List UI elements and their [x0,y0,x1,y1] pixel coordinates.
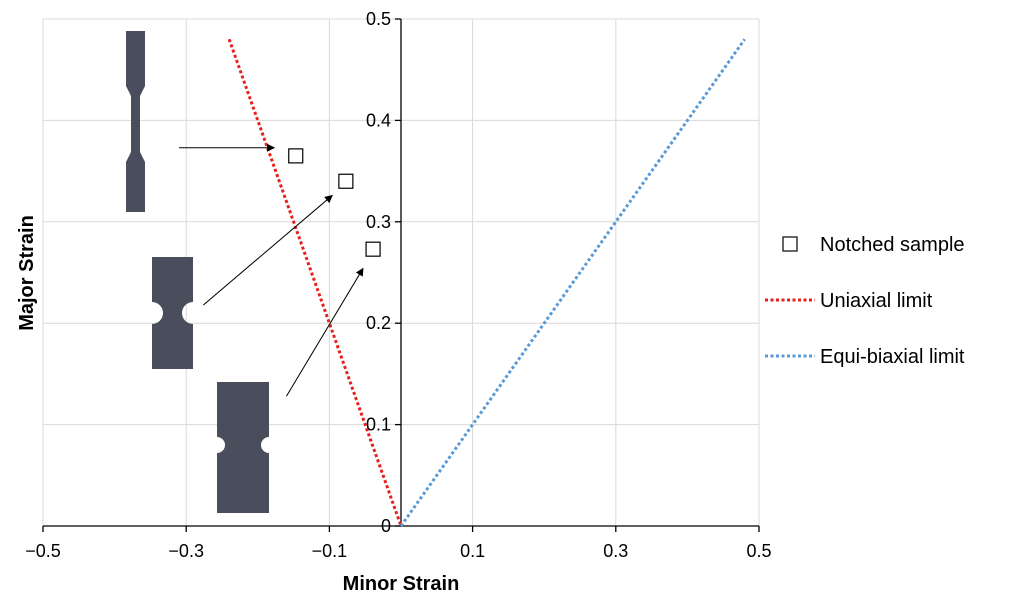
y-axis-title: Major Strain [16,215,38,331]
uniaxial-limit-line [227,38,403,527]
x-tick-label: −0.1 [312,541,348,561]
specimen-icons [126,31,269,513]
x-tick-label: −0.3 [168,541,204,561]
legend-label-equi-biaxial-limit: Equi-biaxial limit [820,346,965,368]
x-axis-title: Minor Strain [343,573,460,595]
tick-labels: −0.5 −0.3 −0.1 0.1 0.3 0.5 0 0.1 0.2 0.3 0.4 0.5 [25,9,771,561]
y-tick-label: 0.3 [366,212,391,232]
annotation-arrow [203,194,333,306]
x-tick-label: −0.5 [25,541,61,561]
annotation-arrow [286,267,364,397]
equi-biaxial-limit-line [399,38,746,527]
x-tick-label: 0.3 [603,541,628,561]
legend-marker-notched-sample [782,236,798,252]
legend-label-uniaxial-limit: Uniaxial limit [820,290,933,312]
uniaxial-specimen-icon [126,31,145,212]
y-tick-label: 0 [381,516,391,536]
notched-sample-point [288,148,304,164]
legend: Notched sample Uniaxial limit Equi-biaxi… [765,234,965,368]
y-tick-label: 0.2 [366,313,391,333]
y-tick-label: 0.5 [366,9,391,29]
wide-notched-specimen-icon [217,382,269,513]
notched-sample-point [338,173,354,189]
data-series [227,38,746,527]
axes [42,18,760,532]
annotation-arrows [179,143,364,397]
x-tick-label: 0.1 [460,541,485,561]
x-tick-label: 0.5 [746,541,771,561]
notched-specimen-icon [152,257,193,369]
y-tick-label: 0.1 [366,415,391,435]
legend-label-notched-sample: Notched sample [820,234,965,256]
y-tick-label: 0.4 [366,110,391,130]
notched-sample-point [365,241,381,257]
